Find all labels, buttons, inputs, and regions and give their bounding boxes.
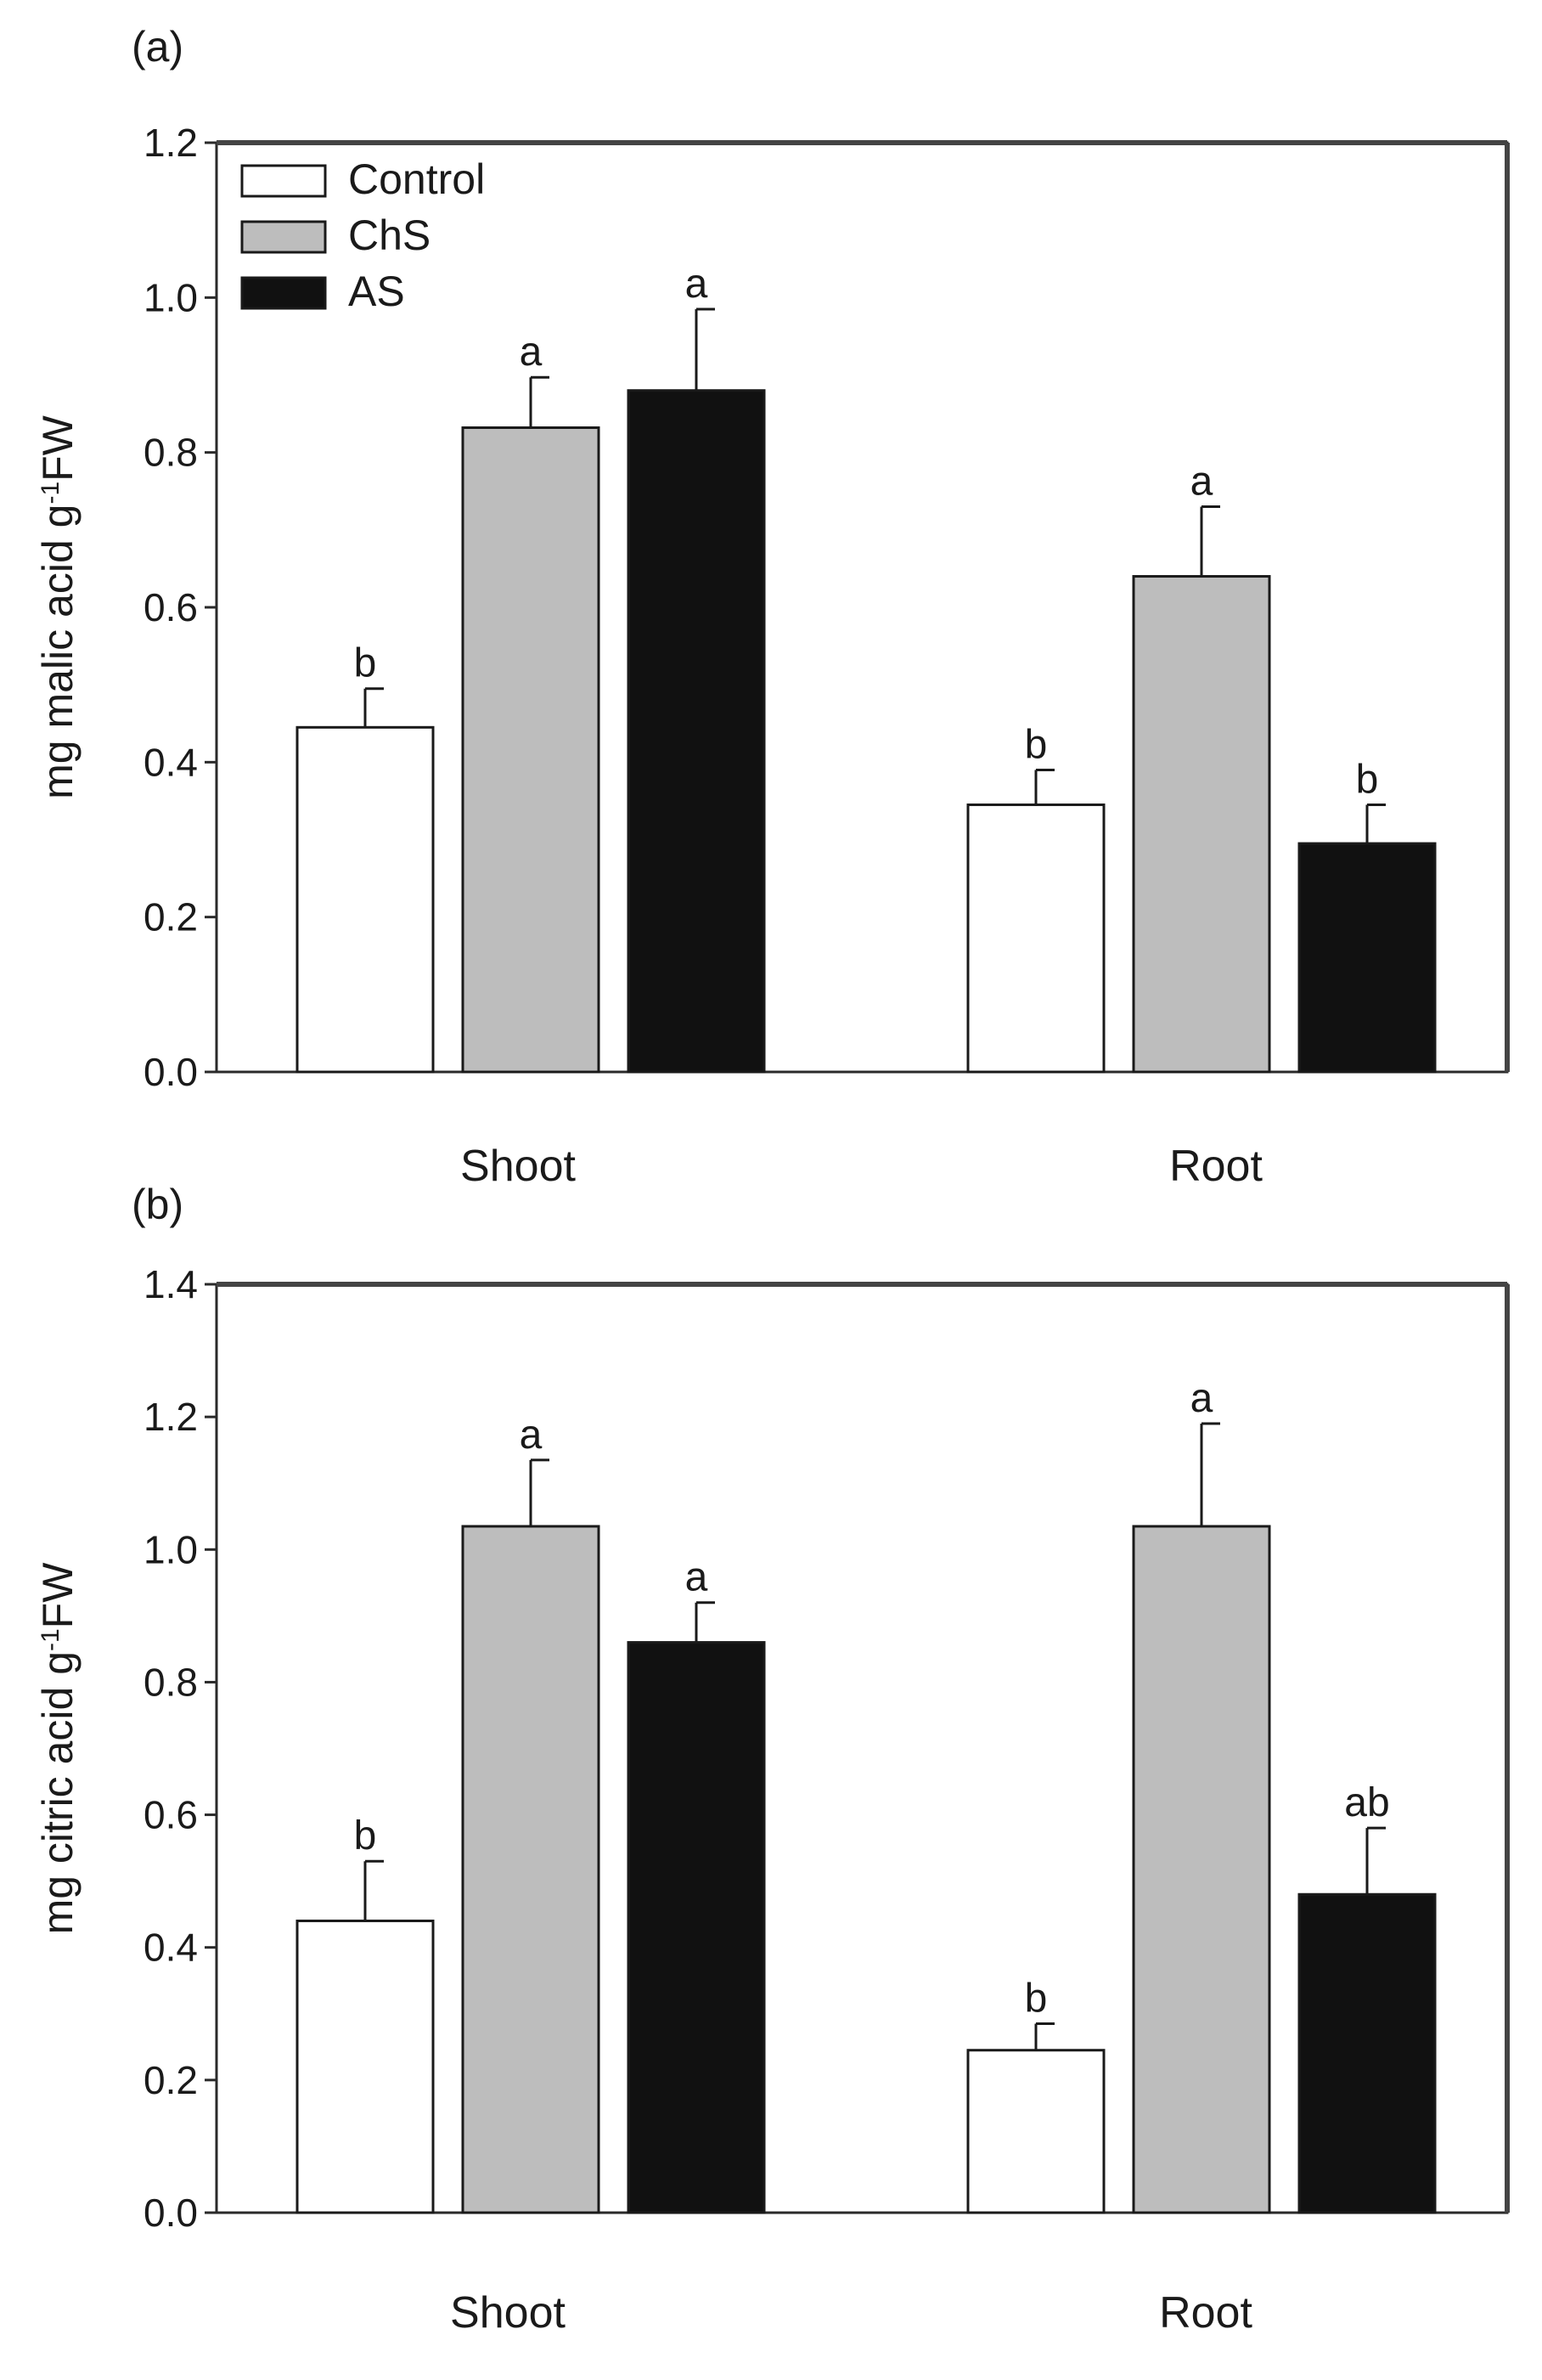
bar-as-shoot [627, 389, 766, 1074]
y-tick-label: 0.4 [144, 1926, 198, 1970]
bar-chs-root [1132, 1525, 1271, 2214]
y-axis-title: mg citric acid g-1FW [34, 1562, 82, 1935]
y-tick-label: 1.4 [144, 1262, 198, 1306]
significance-letter: a [685, 262, 708, 307]
significance-letter: a [520, 330, 543, 375]
panel-label: (b) [132, 1181, 183, 1228]
significance-letter: b [354, 641, 377, 686]
legend-label-chs: ChS [348, 211, 431, 259]
y-tick-label: 0.8 [144, 431, 198, 475]
y-tick-label: 0.4 [144, 740, 198, 784]
y-tick-label: 1.0 [144, 1527, 198, 1571]
bar-as-root [1297, 1892, 1437, 2214]
bar-as-root [1297, 842, 1437, 1074]
significance-letter: ab [1344, 1780, 1389, 1825]
category-label-shoot: Shoot [450, 2288, 566, 2338]
significance-letter: b [354, 1813, 377, 1858]
category-label-root: Root [1159, 2288, 1252, 2338]
y-tick-label: 0.0 [144, 1050, 198, 1094]
bar-control-root [966, 803, 1106, 1074]
panel-a-malic-acid: (a) 0.0 0.2 0.4 0.6 0.8 1.0 1.2 mg malic acid g-… [34, 23, 1510, 1191]
category-label-root: Root [1169, 1142, 1263, 1191]
bar-as-shoot [627, 1641, 766, 2214]
panel-label: (a) [132, 23, 183, 70]
legend-swatch-control [240, 164, 327, 198]
significance-letter: b [1025, 722, 1048, 767]
y-tick-label: 1.2 [144, 121, 198, 165]
category-label-shoot: Shoot [460, 1142, 576, 1191]
y-tick-label: 1.0 [144, 275, 198, 319]
bar-chs-shoot [461, 426, 600, 1074]
bar-control-shoot [295, 1919, 435, 2214]
y-tick-label: 0.2 [144, 895, 198, 939]
bar-chs-shoot [461, 1525, 600, 2214]
bar-control-shoot [295, 725, 435, 1074]
significance-letter: a [1190, 1376, 1213, 1421]
legend: Control ChS AS [240, 155, 485, 315]
legend-swatch-chs [240, 220, 327, 254]
significance-letter: b [1356, 757, 1379, 802]
bar-control-root [966, 2049, 1106, 2214]
significance-letter: a [685, 1555, 708, 1600]
bar-chs-root [1132, 575, 1271, 1074]
panel-b-citric-acid: (b) 0.0 0.2 0.4 0.6 0.8 1.0 1.2 1.4 mg citric aci… [34, 1181, 1510, 2338]
y-tick-label: 0.8 [144, 1660, 198, 1704]
y-tick-label: 0.2 [144, 2058, 198, 2102]
legend-label-control: Control [348, 155, 485, 203]
y-tick-label: 0.0 [144, 2191, 198, 2235]
y-tick-label: 0.6 [144, 1793, 198, 1837]
significance-letter: a [520, 1413, 543, 1458]
y-tick-label: 0.6 [144, 585, 198, 629]
y-axis-title: mg malic acid g-1FW [34, 415, 82, 799]
legend-swatch-as [240, 276, 327, 310]
y-tick-label: 1.2 [144, 1395, 198, 1439]
legend-label-as: AS [348, 268, 405, 315]
significance-letter: a [1190, 459, 1213, 504]
significance-letter: b [1025, 1976, 1048, 2021]
